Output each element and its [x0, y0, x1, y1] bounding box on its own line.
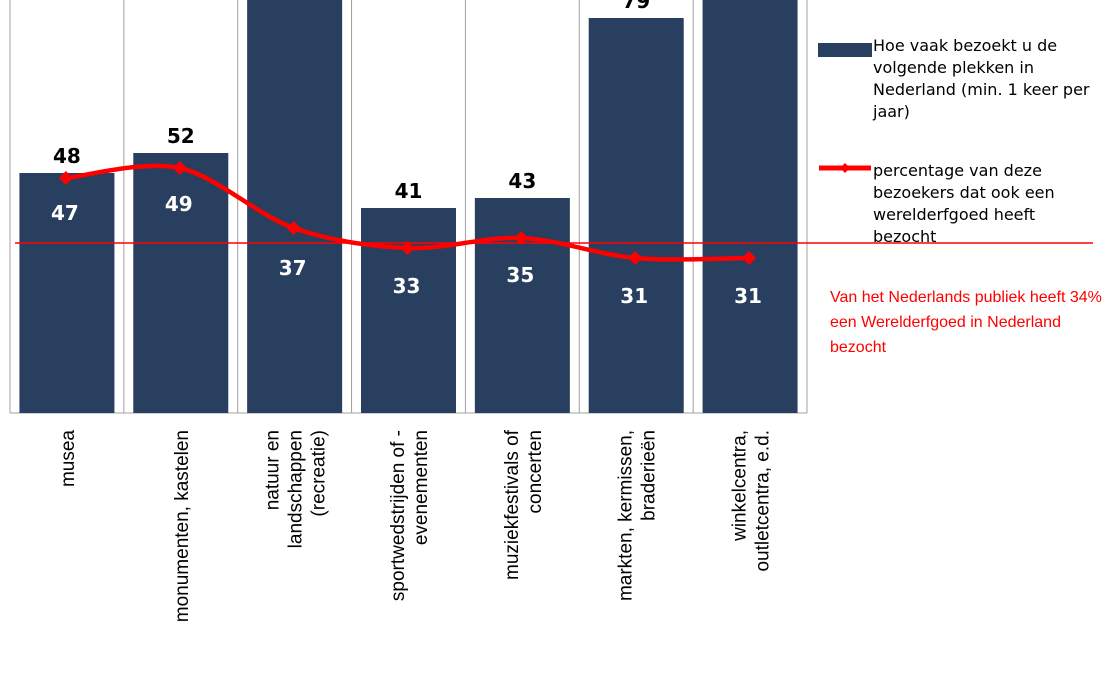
category-label: monumenten, kastelen: [172, 430, 193, 622]
category-label: landschappen: [286, 430, 307, 548]
line-point: [628, 251, 643, 265]
legend-line-label: percentage van deze bezoekers dat ook ee…: [873, 161, 1055, 246]
legend-bar-swatch: [818, 43, 872, 57]
legend-line-swatch: [819, 163, 871, 173]
line-point: [286, 221, 301, 235]
line-series: [58, 161, 757, 265]
bar: [247, 0, 343, 413]
line-point: [742, 251, 757, 265]
bar: [361, 208, 456, 413]
category-label: concerten: [525, 430, 546, 513]
bar-value-label: 79: [622, 0, 650, 13]
category-label: (recreatie): [309, 430, 330, 517]
category-label: sportwedstrijden of -: [388, 430, 409, 601]
reference-note: Van het Nederlands publiek heeft 34% een…: [830, 289, 1102, 356]
line-value-label: 33: [393, 274, 421, 298]
category-label: winkelcentra,: [730, 430, 751, 542]
category-label: muziekfestivals of: [502, 429, 523, 580]
line-value-label: 49: [165, 192, 193, 216]
bar: [19, 173, 115, 413]
line-point: [400, 241, 415, 255]
category-label: natuur en: [263, 430, 284, 510]
category-label: braderieën: [639, 430, 660, 521]
bar: [133, 153, 229, 413]
legend-bar-label: Hoe vaak bezoekt u de volgende plekken i…: [873, 36, 1090, 121]
bars: [19, 0, 798, 413]
line-point: [514, 231, 529, 245]
line-point: [172, 161, 187, 175]
category-labels: musea monumenten, kastelen natuur en landsc…: [58, 429, 774, 622]
line-value-label: 47: [51, 201, 79, 225]
bar-value-label: 52: [167, 124, 195, 148]
line-point: [58, 171, 73, 185]
line-value-label: 31: [734, 284, 762, 308]
bar: [702, 0, 798, 413]
line-value-labels: 47 49 37 33 35 31 31: [51, 192, 762, 308]
bar-value-label: 41: [395, 179, 423, 203]
bar-value-labels: 48528441437990: [53, 0, 650, 203]
bar-value-label: 48: [53, 144, 81, 168]
category-label: musea: [58, 430, 79, 487]
category-label: outletcentra, e.d.: [753, 430, 774, 572]
category-label: evenementen: [411, 430, 432, 545]
line-value-label: 35: [506, 263, 534, 287]
bar: [588, 18, 684, 413]
bar: [474, 198, 570, 413]
line-value-label: 37: [279, 256, 307, 280]
line-value-label: 31: [620, 284, 648, 308]
category-label: markten, kermissen,: [616, 430, 637, 601]
bar-value-label: 43: [508, 169, 536, 193]
